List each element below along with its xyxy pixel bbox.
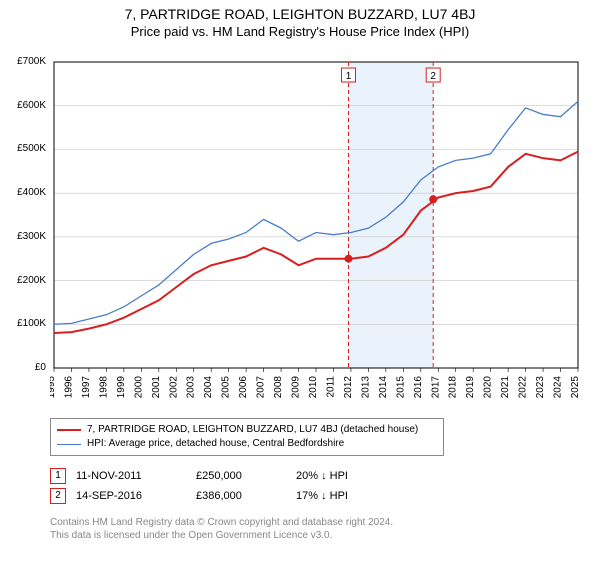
svg-text:2025: 2025: [570, 376, 581, 399]
svg-text:1995: 1995: [50, 376, 57, 399]
svg-text:2002: 2002: [168, 376, 179, 399]
y-tick-label: £0: [2, 362, 46, 373]
legend-item: 7, PARTRIDGE ROAD, LEIGHTON BUZZARD, LU7…: [57, 423, 437, 437]
transaction-marker: 1: [50, 468, 66, 484]
y-tick-label: £400K: [2, 187, 46, 198]
svg-text:2024: 2024: [553, 376, 564, 399]
transaction-row: 1 11-NOV-2011£250,00020% ↓ HPI: [50, 466, 396, 486]
y-tick-label: £700K: [2, 56, 46, 67]
svg-text:2016: 2016: [413, 376, 424, 399]
chart-plot: 1995 1996 1997 1998 1999 2000 2001 2002 2003 2004…: [50, 58, 582, 408]
svg-text:2014: 2014: [378, 376, 389, 399]
svg-text:2011: 2011: [325, 376, 336, 398]
svg-text:2020: 2020: [483, 376, 494, 399]
svg-text:2008: 2008: [273, 376, 284, 399]
svg-text:2004: 2004: [203, 376, 214, 399]
svg-text:2003: 2003: [186, 376, 197, 399]
svg-text:2000: 2000: [133, 376, 144, 399]
svg-text:2018: 2018: [448, 376, 459, 399]
svg-text:2019: 2019: [465, 376, 476, 399]
svg-text:1999: 1999: [116, 376, 127, 399]
svg-text:2009: 2009: [291, 376, 302, 399]
transaction-diff: 20% ↓ HPI: [296, 470, 396, 482]
transaction-price: £386,000: [196, 490, 296, 502]
svg-text:2: 2: [430, 71, 436, 82]
svg-text:1998: 1998: [98, 376, 109, 399]
transaction-date: 14-SEP-2016: [76, 490, 196, 502]
transaction-row: 2 14-SEP-2016£386,00017% ↓ HPI: [50, 486, 396, 506]
chart-legend: 7, PARTRIDGE ROAD, LEIGHTON BUZZARD, LU7…: [50, 418, 444, 456]
legend-item: HPI: Average price, detached house, Cent…: [57, 437, 437, 451]
legend-swatch: [57, 429, 81, 431]
svg-text:1996: 1996: [63, 376, 74, 399]
svg-text:2005: 2005: [221, 376, 232, 399]
transaction-date: 11-NOV-2011: [76, 470, 196, 482]
legend-swatch: [57, 444, 81, 445]
svg-text:2023: 2023: [535, 376, 546, 399]
footer-line-2: This data is licensed under the Open Gov…: [50, 529, 393, 542]
transactions-table: 1 11-NOV-2011£250,00020% ↓ HPI 2 14-SEP-201…: [50, 466, 396, 506]
footer-attribution: Contains HM Land Registry data © Crown c…: [50, 516, 393, 542]
y-tick-label: £500K: [2, 143, 46, 154]
y-tick-label: £200K: [2, 275, 46, 286]
legend-label: 7, PARTRIDGE ROAD, LEIGHTON BUZZARD, LU7…: [87, 423, 418, 437]
transaction-marker: 2: [50, 488, 66, 504]
chart-title: 7, PARTRIDGE ROAD, LEIGHTON BUZZARD, LU7…: [0, 6, 600, 22]
chart-subtitle: Price paid vs. HM Land Registry's House …: [0, 24, 600, 39]
svg-text:2015: 2015: [395, 376, 406, 399]
legend-label: HPI: Average price, detached house, Cent…: [87, 437, 344, 451]
svg-text:2013: 2013: [360, 376, 371, 399]
y-tick-label: £300K: [2, 231, 46, 242]
transaction-price: £250,000: [196, 470, 296, 482]
svg-text:2012: 2012: [343, 376, 354, 399]
svg-text:1: 1: [346, 71, 352, 82]
svg-text:2007: 2007: [256, 376, 267, 399]
svg-text:2006: 2006: [238, 376, 249, 399]
svg-text:2001: 2001: [151, 376, 162, 399]
y-tick-label: £100K: [2, 318, 46, 329]
svg-text:1997: 1997: [81, 376, 92, 399]
svg-text:2022: 2022: [518, 376, 529, 399]
svg-text:2021: 2021: [500, 376, 511, 399]
svg-text:2010: 2010: [308, 376, 319, 399]
footer-line-1: Contains HM Land Registry data © Crown c…: [50, 516, 393, 529]
svg-text:2017: 2017: [430, 376, 441, 399]
transaction-diff: 17% ↓ HPI: [296, 490, 396, 502]
y-tick-label: £600K: [2, 100, 46, 111]
